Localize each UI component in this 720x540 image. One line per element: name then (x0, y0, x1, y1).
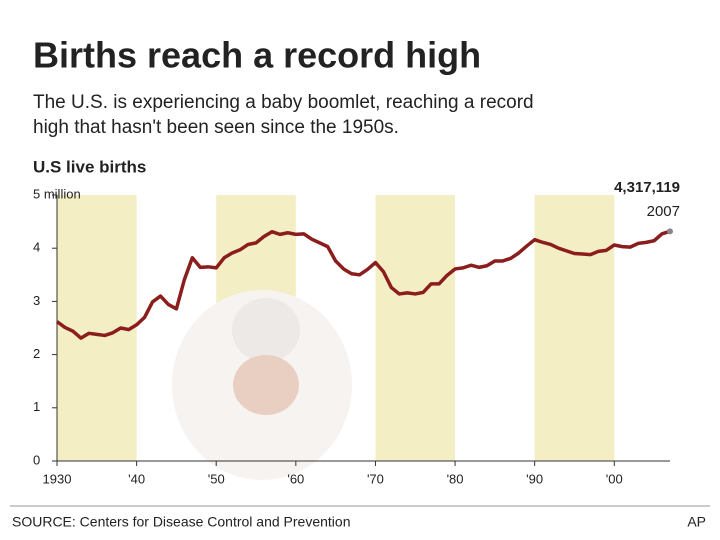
photo-face (233, 355, 299, 415)
x-tick-label: '80 (447, 471, 464, 486)
subtitle: The U.S. is experiencing a baby boomlet,… (33, 92, 534, 113)
photo-hat (232, 298, 300, 362)
end-point (667, 228, 673, 235)
annotation-year: 2007 (647, 203, 680, 220)
y-tick-label: 5 million (33, 186, 81, 201)
x-tick-label: '50 (208, 471, 225, 486)
y-tick-label: 2 (33, 346, 40, 361)
source: SOURCE: Centers for Disease Control and … (12, 514, 350, 530)
y-tick-label: 3 (33, 293, 40, 308)
x-tick-label: 1930 (43, 471, 72, 486)
credit: AP (687, 514, 706, 530)
data-line (55, 229, 671, 340)
annotation: 4,317,119 (614, 179, 680, 196)
x-tick-label: '40 (128, 471, 145, 486)
y-tick-label: 1 (33, 399, 40, 414)
decade-band (375, 195, 456, 461)
x-tick-label: '90 (526, 471, 543, 486)
x-tick-label: '60 (287, 471, 304, 486)
x-tick-label: '70 (367, 471, 384, 486)
y-axis-title: U.S live births (33, 157, 146, 176)
y-tick-label: 4 (33, 240, 40, 255)
x-tick-label: '00 (606, 471, 623, 486)
y-tick-label: 0 (33, 452, 40, 467)
chart-title: Births reach a record high (33, 35, 481, 76)
subtitle: high that hasn't been seen since the 195… (33, 117, 399, 138)
decade-band (534, 195, 615, 461)
